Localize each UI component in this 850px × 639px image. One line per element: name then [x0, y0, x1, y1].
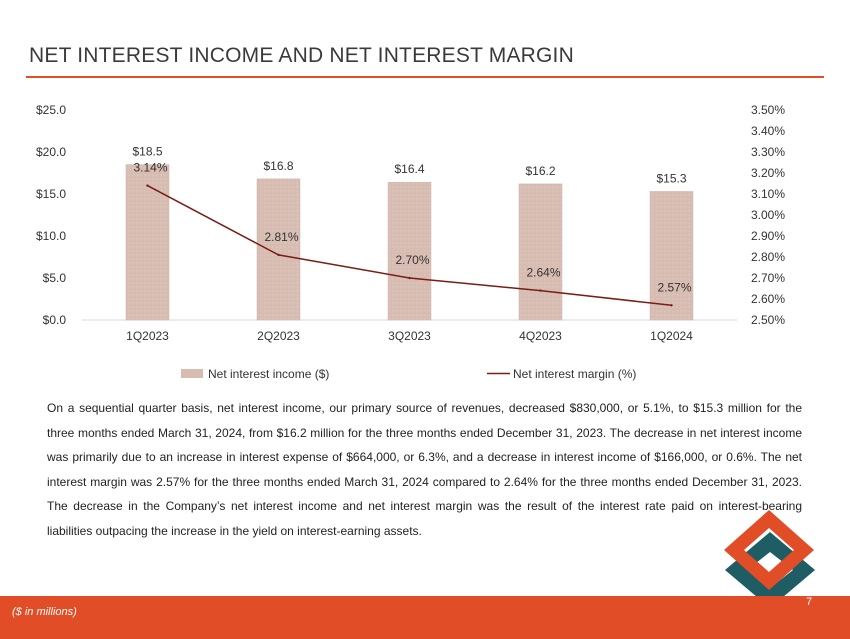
bar-data-label: $16.8 [263, 159, 293, 173]
left-axis-tick-label: $25.0 [36, 103, 66, 117]
right-axis-tick-label: 3.10% [751, 187, 785, 201]
legend-bar-label: Net interest income ($) [208, 367, 329, 381]
line-series [146, 184, 673, 307]
units-footnote: ($ in millions) [12, 606, 77, 618]
right-axis-tick-label: 2.60% [751, 292, 785, 306]
legend-bar-swatch [181, 369, 203, 378]
margin-point-4Q2023 [539, 289, 542, 292]
legend-line-label: Net interest margin (%) [513, 367, 636, 381]
x-axis-tick-label: 1Q2023 [126, 329, 169, 343]
bar-data-label: $15.3 [656, 171, 686, 185]
footer-bar: ($ in millions) 7 [0, 596, 850, 639]
line-data-label: 2.57% [657, 280, 691, 294]
bar-1Q2024 [649, 191, 694, 321]
margin-point-1Q2023 [146, 184, 149, 187]
bar-1Q2023 [125, 164, 170, 321]
bar-series [125, 164, 694, 321]
line-data-label: 3.14% [133, 161, 167, 175]
page-number: 7 [806, 596, 813, 608]
company-logo [724, 510, 815, 608]
x-axis-tick-label: 1Q2024 [650, 329, 693, 343]
right-axis-tick-label: 3.00% [751, 208, 785, 222]
line-data-label: 2.81% [264, 230, 298, 244]
legend: Net interest income ($) Net interest marg… [181, 367, 636, 381]
right-axis-tick-label: 2.50% [751, 313, 785, 327]
right-axis-tick-label: 3.20% [751, 166, 785, 180]
bar-data-label: $16.4 [394, 162, 424, 176]
right-axis-labels: 2.50% 2.60% 2.70% 2.80% 2.90% 3.00% 3.10% 3.20%… [751, 103, 785, 327]
bar-data-labels: $18.5 $16.8 $16.4 $16.2 $15.3 [132, 145, 686, 186]
bar-4Q2023 [518, 183, 563, 321]
x-axis-tick-label: 3Q2023 [388, 329, 431, 343]
right-axis-tick-label: 3.30% [751, 145, 785, 159]
margin-point-3Q2023 [408, 276, 411, 280]
right-axis-tick-label: 2.80% [751, 250, 785, 264]
left-axis-tick-label: $20.0 [36, 145, 66, 159]
bar-2Q2023 [256, 178, 301, 321]
left-axis-labels: $0.0 $5.0 $10.0 $15.0 $20.0 $25.0 [36, 103, 66, 327]
net-interest-chart: $0.0$5.0$10.0$15.0$20.0$25.0 2.50%2.60%2… [36, 103, 785, 381]
x-axis-tick-label: 4Q2023 [519, 329, 562, 343]
commentary-text: On a sequential quarter basis, net inter… [47, 401, 802, 538]
logo-orange-shape [724, 510, 814, 590]
left-axis-tick-label: $15.0 [36, 187, 66, 201]
bar-3Q2023 [387, 181, 432, 321]
left-axis-tick-label: $0.0 [43, 313, 67, 327]
line-data-labels: 3.14% 2.81% 2.70% 2.64% 2.57% [133, 161, 691, 295]
line-data-label: 2.64% [526, 266, 560, 280]
x-axis-labels: 1Q2023 2Q2023 3Q2023 4Q2023 1Q2024 [126, 329, 693, 343]
page-title: NET INTEREST INCOME AND NET INTEREST MAR… [29, 44, 574, 67]
right-axis-tick-label: 3.50% [751, 103, 785, 117]
right-axis-tick-label: 2.70% [751, 271, 785, 285]
margin-point-2Q2023 [277, 253, 280, 257]
bar-data-label: $16.2 [525, 164, 555, 178]
margin-point-1Q2024 [670, 304, 673, 307]
line-data-label: 2.70% [395, 253, 429, 267]
bar-data-label: $18.5 [132, 145, 162, 159]
logo-teal-shape [725, 532, 815, 608]
right-axis-tick-label: 3.40% [751, 124, 785, 138]
title-divider [26, 76, 824, 78]
left-axis-tick-label: $10.0 [36, 229, 66, 243]
left-axis-tick-label: $5.0 [43, 271, 67, 285]
right-axis-tick-label: 2.90% [751, 229, 785, 243]
x-axis-tick-label: 2Q2023 [257, 329, 300, 343]
